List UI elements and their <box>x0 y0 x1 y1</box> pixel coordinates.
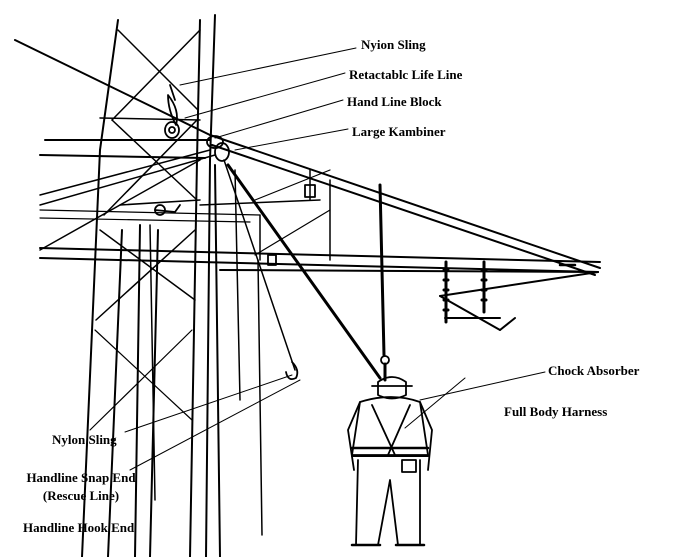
label-full-body-harness: Full Body Harness <box>504 404 608 419</box>
label-hand-line-block: Hand Line Block <box>347 94 442 109</box>
label-shock-absorber: Chock Absorber <box>548 363 640 378</box>
ropes <box>134 159 488 557</box>
label-nylon-sling-bottom: Nylon Sling <box>52 432 117 447</box>
leader-lines <box>124 47 546 471</box>
label-large-karabiner: Large Kambiner <box>352 124 446 139</box>
label-nylon-sling-top: Nyion Sling <box>361 37 426 52</box>
label-rescue-line: (Rescue Line) <box>42 488 120 503</box>
label-handline-snap-end: Handline Snap End <box>26 470 136 485</box>
label-retractable-life-line: Retactablc Life Line <box>349 67 463 82</box>
hardware <box>154 84 316 266</box>
nylon-sling-icon <box>167 94 178 126</box>
worker-figure <box>347 355 433 547</box>
chain-icon <box>442 260 450 324</box>
label-handline-hook-end: Handline Hook End <box>23 520 135 535</box>
hand-line-block-icon <box>164 121 180 139</box>
